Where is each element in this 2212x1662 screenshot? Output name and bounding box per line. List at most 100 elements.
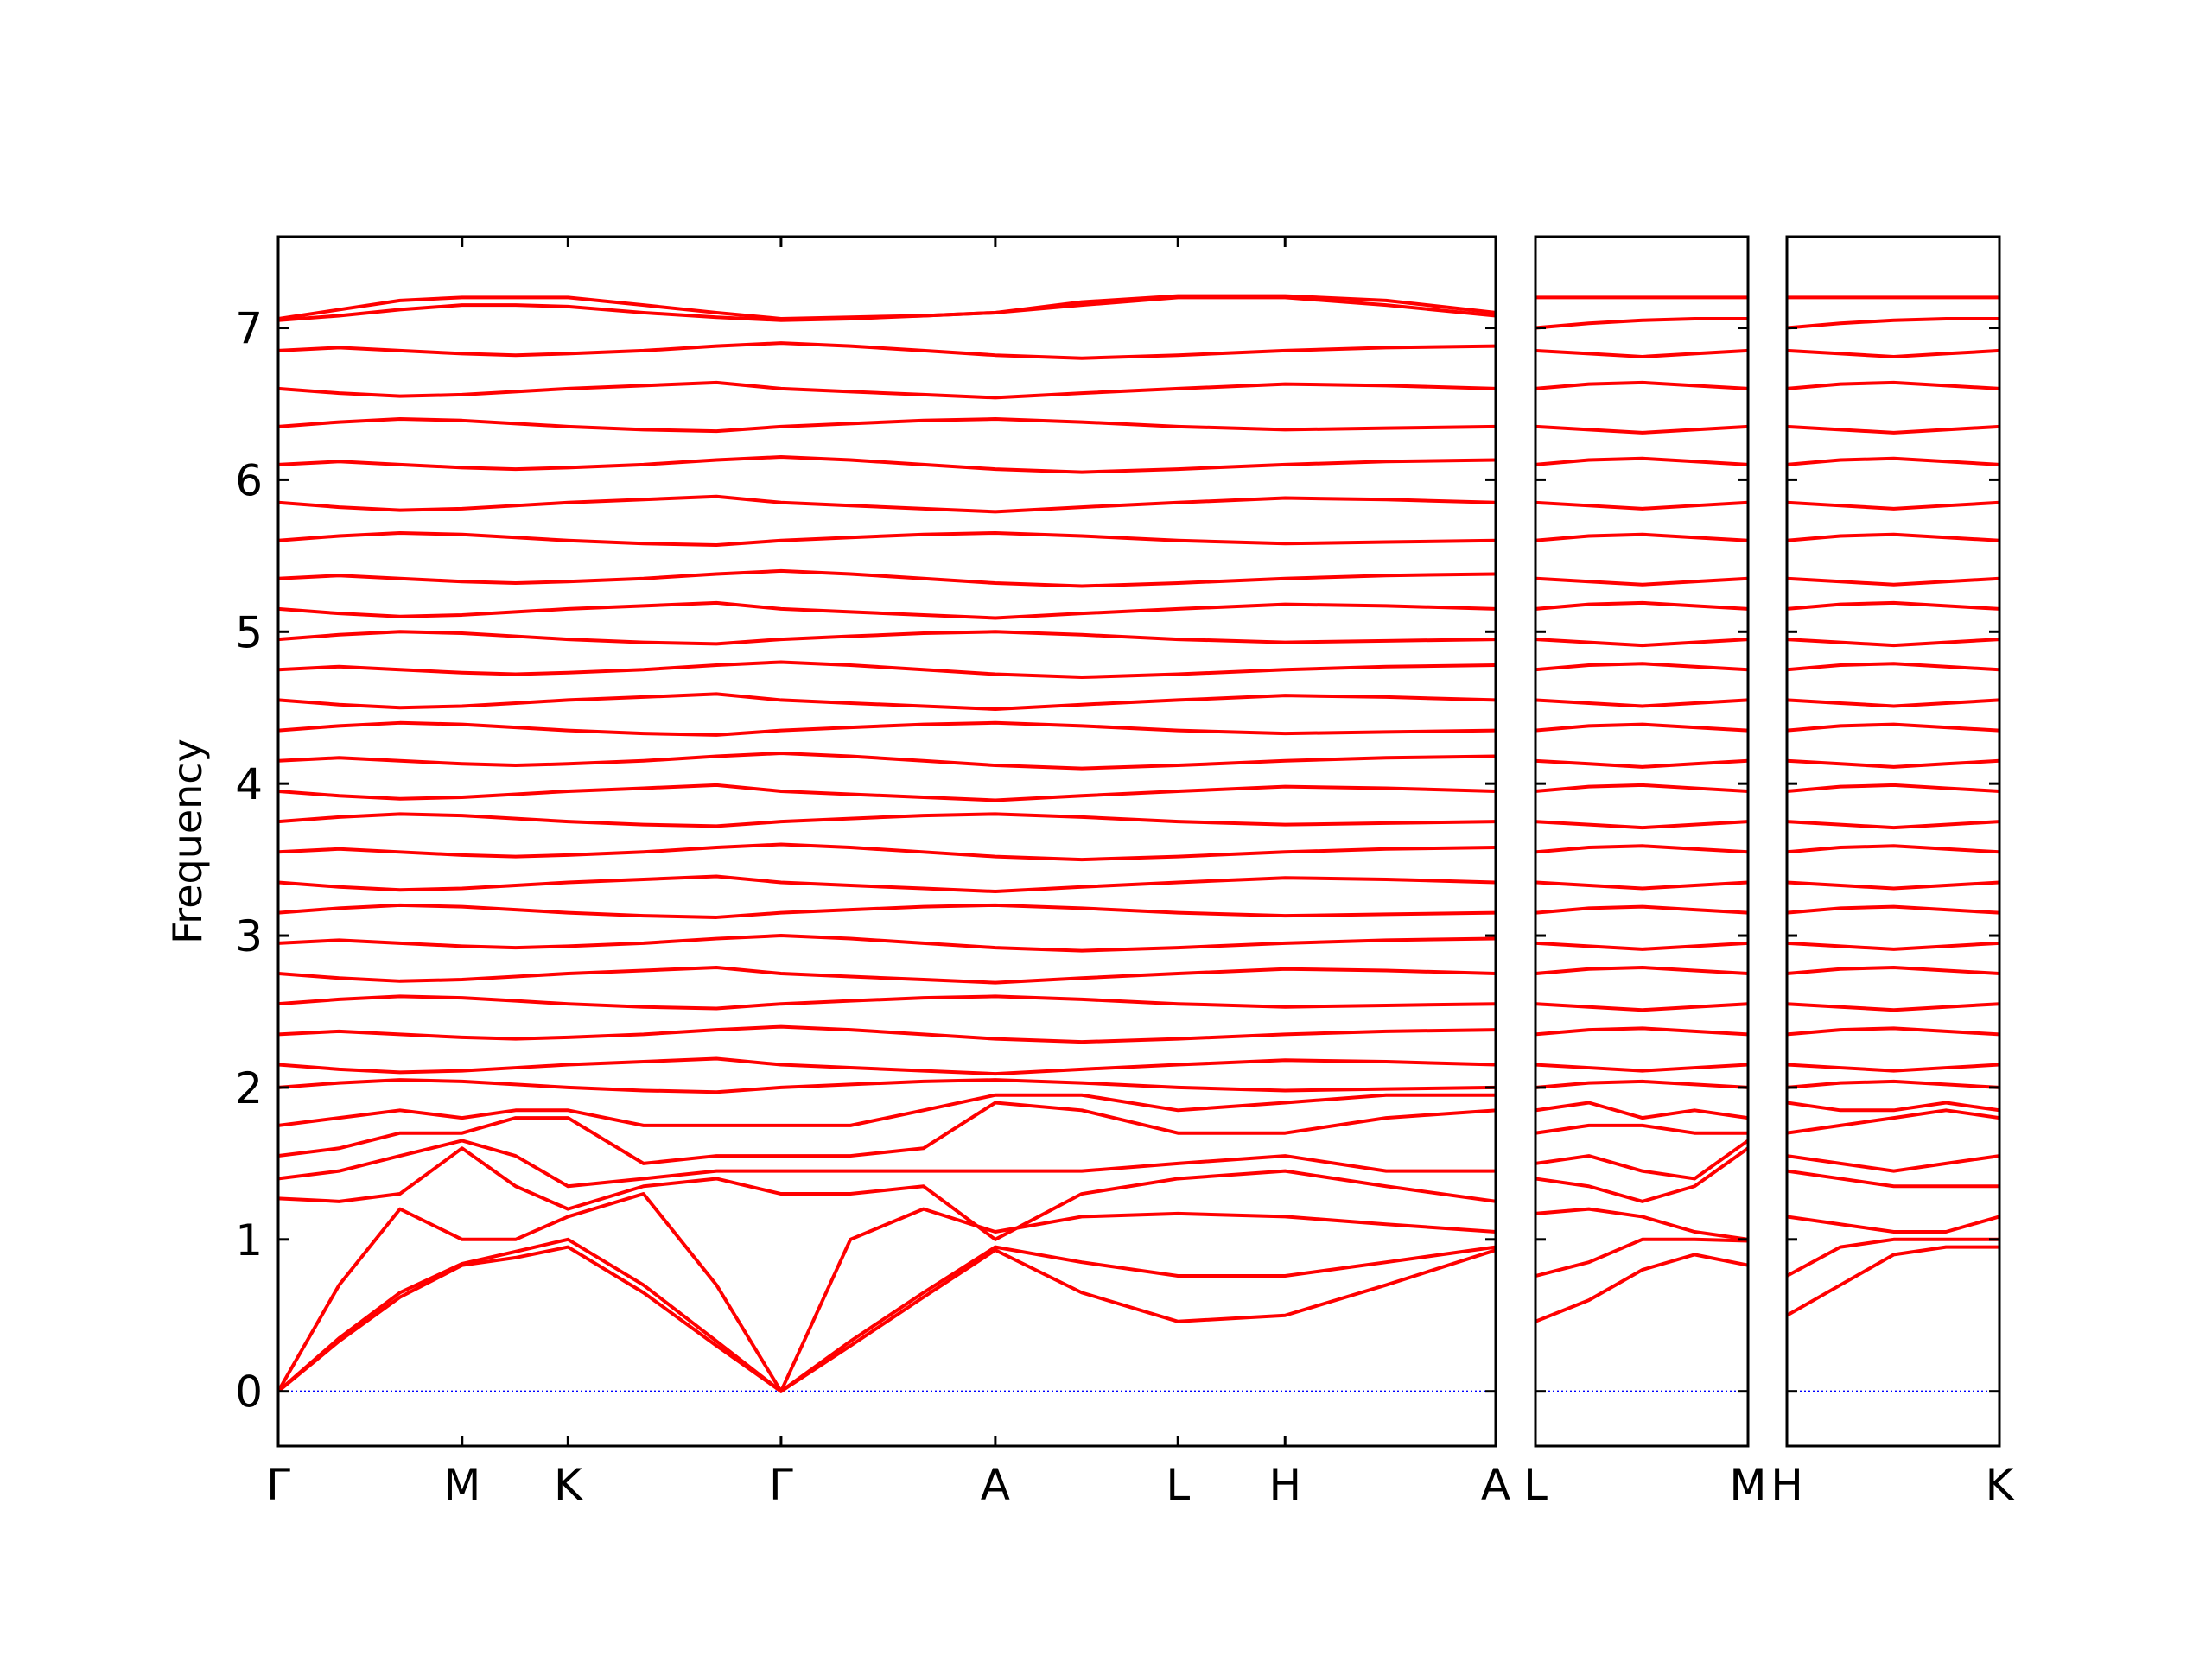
band-line xyxy=(1535,500,1748,511)
band-line xyxy=(278,600,1496,620)
band-line xyxy=(1787,1237,1999,1278)
band-line xyxy=(1787,722,1999,733)
band-line xyxy=(1787,1154,1999,1173)
band-line xyxy=(278,380,1496,400)
band-line xyxy=(278,965,1496,985)
band-line xyxy=(1535,1123,1748,1135)
band-line xyxy=(278,812,1496,828)
y-tick-label: 5 xyxy=(235,607,263,657)
band-line xyxy=(1535,600,1748,611)
band-line xyxy=(278,1237,1496,1393)
y-tick-label: 7 xyxy=(235,304,263,354)
band-line xyxy=(1787,500,1999,511)
band-line xyxy=(1787,1002,1999,1012)
band-line xyxy=(1787,424,1999,435)
band-line xyxy=(1535,965,1748,976)
band-line xyxy=(1787,1215,1999,1234)
band-line xyxy=(1535,1253,1748,1323)
band-line xyxy=(1535,783,1748,793)
band-line xyxy=(278,494,1496,514)
band-line xyxy=(1535,532,1748,542)
band-line xyxy=(1535,941,1748,951)
band-line xyxy=(278,660,1496,680)
band-line xyxy=(1787,600,1999,611)
bands xyxy=(1535,295,1748,1323)
x-tick-label: M xyxy=(443,1460,480,1510)
axes-frame xyxy=(276,235,1497,1448)
band-line xyxy=(1535,1079,1748,1089)
x-tick-label: M xyxy=(1729,1460,1766,1510)
x-tick-label: L xyxy=(1523,1460,1548,1510)
band-line xyxy=(1535,820,1748,830)
band-line xyxy=(278,341,1496,360)
band-line xyxy=(1535,1139,1748,1181)
band-line xyxy=(1787,758,1999,769)
band-line xyxy=(278,630,1496,646)
band-line xyxy=(278,1101,1496,1165)
band-line xyxy=(278,751,1496,771)
y-tick-label: 3 xyxy=(235,911,263,961)
x-tick-label: K xyxy=(554,1460,583,1510)
y-tick-label: 6 xyxy=(235,455,263,505)
x-tick-label: A xyxy=(981,1460,1010,1510)
band-line xyxy=(278,1078,1496,1094)
x-tick-label: A xyxy=(1481,1460,1510,1510)
x-tick-label: L xyxy=(1166,1460,1190,1510)
band-line xyxy=(278,455,1496,474)
band-line xyxy=(278,1192,1496,1393)
band-line xyxy=(278,720,1496,737)
band-line xyxy=(278,1245,1496,1393)
band-line xyxy=(278,530,1496,548)
band-line xyxy=(278,903,1496,919)
band-line xyxy=(1787,662,1999,672)
band-line xyxy=(278,842,1496,862)
band-line xyxy=(1787,638,1999,648)
band-line xyxy=(1787,348,1999,358)
band-line xyxy=(1535,1063,1748,1073)
band-line xyxy=(278,568,1496,588)
band-line xyxy=(1787,904,1999,915)
band-line xyxy=(1787,1108,1999,1135)
band-line xyxy=(278,934,1496,953)
band-line xyxy=(1787,456,1999,466)
axes-frame xyxy=(1785,235,2001,1448)
x-tick-label: H xyxy=(1770,1460,1803,1510)
band-line xyxy=(1535,316,1748,330)
band-line xyxy=(278,1146,1496,1241)
y-tick-label: 4 xyxy=(235,759,263,809)
band-line xyxy=(1535,1002,1748,1012)
band-line xyxy=(1535,758,1748,769)
band-line xyxy=(1787,820,1999,830)
band-line xyxy=(278,874,1496,894)
band-line xyxy=(278,1024,1496,1044)
band-line xyxy=(1535,456,1748,466)
band-line xyxy=(1535,698,1748,708)
band-line xyxy=(1535,1026,1748,1037)
band-line xyxy=(1535,1237,1748,1278)
bands xyxy=(1787,295,1999,1317)
y-tick-label: 0 xyxy=(235,1367,263,1418)
band-line xyxy=(1535,722,1748,733)
band-line xyxy=(1535,662,1748,672)
band-line xyxy=(1787,941,1999,951)
band-line xyxy=(1787,316,1999,330)
band-line xyxy=(1535,424,1748,435)
x-tick-label: H xyxy=(1268,1460,1301,1510)
band-line xyxy=(1535,1207,1748,1241)
band-line xyxy=(1787,1063,1999,1073)
band-line xyxy=(278,1093,1496,1127)
axes-frame xyxy=(1534,235,1750,1448)
band-line xyxy=(1787,576,1999,587)
band-line xyxy=(1535,880,1748,891)
x-tick-label: K xyxy=(1986,1460,2015,1510)
band-line xyxy=(1535,1101,1748,1120)
y-axis-label: Frequency xyxy=(164,739,211,944)
y-tick-label: 1 xyxy=(235,1215,263,1266)
band-line xyxy=(1535,348,1748,358)
band-line xyxy=(1787,698,1999,708)
band-line xyxy=(1787,380,1999,390)
band-line xyxy=(1787,844,1999,854)
band-line xyxy=(1535,844,1748,854)
